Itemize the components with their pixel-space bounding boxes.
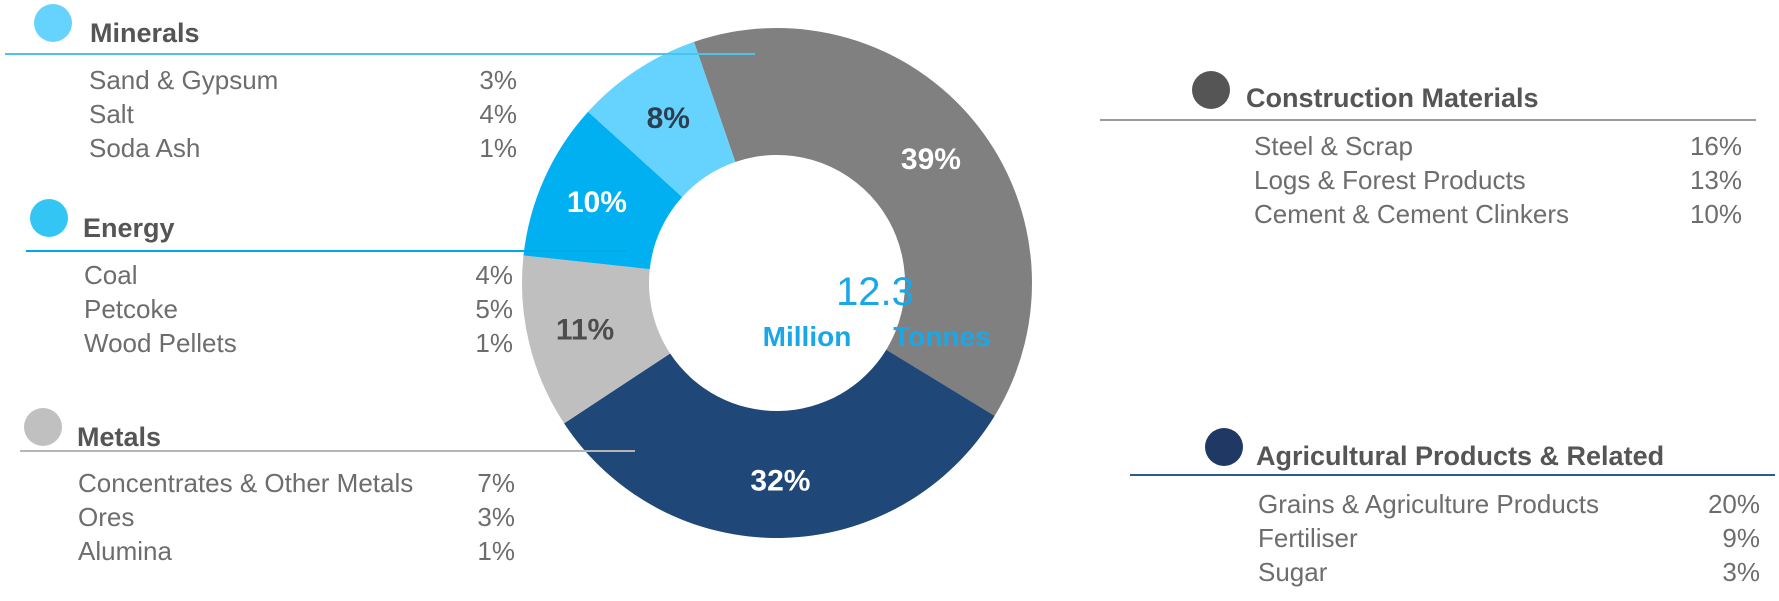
center-unit-tonnes: Tonnes xyxy=(893,321,990,352)
agricultural-dot-icon xyxy=(1205,428,1243,466)
legend-item-value: 1% xyxy=(475,328,513,358)
legend-item-value: 13% xyxy=(1689,165,1742,195)
legend-item-label: Sand & Gypsum xyxy=(89,65,279,95)
legend-item-value: 3% xyxy=(477,502,515,532)
legend-title-construction: Construction Materials xyxy=(1246,83,1539,113)
legend-rule-energy xyxy=(26,250,626,252)
legend-item-value: 20% xyxy=(1707,489,1760,519)
legend-rule-agricultural xyxy=(1130,474,1775,476)
donut-segment-labels: 39% 32% 11% 10% 8% xyxy=(556,102,961,497)
legend-item-label: Coal xyxy=(84,260,138,290)
legend-item-label: Fertiliser xyxy=(1258,523,1358,553)
donut-segments xyxy=(522,27,1032,539)
legend-item-value: 4% xyxy=(479,99,517,129)
metals-dot-icon xyxy=(24,408,62,446)
legend-item-minerals-1: Salt 4% xyxy=(89,99,517,133)
legend-title-metals: Metals xyxy=(77,422,162,452)
legend-item-label: Concentrates & Other Metals xyxy=(78,468,414,498)
legend-items-energy: Coal 4% Petcoke 5% Wood Pellets 1% xyxy=(84,260,513,362)
legend-item-construction-1: Logs & Forest Products 13% xyxy=(1254,165,1742,199)
legend-item-label: Alumina xyxy=(78,536,172,566)
legend-item-value: 3% xyxy=(1722,557,1760,587)
legend-rule-minerals xyxy=(5,53,755,55)
legend-items-minerals: Sand & Gypsum 3% Salt 4% Soda Ash 1% xyxy=(89,65,517,167)
legend-item-value: 10% xyxy=(1689,199,1742,229)
legend-item-label: Grains & Agriculture Products xyxy=(1258,489,1600,519)
legend-rule-metals xyxy=(20,450,635,452)
center-unit-million: Million xyxy=(763,321,852,352)
legend-item-energy-0: Coal 4% xyxy=(84,260,513,294)
donut-segment-label-3: 10% xyxy=(567,186,627,219)
legend-title-agricultural: Agricultural Products & Related xyxy=(1256,441,1665,471)
legend-item-value: 9% xyxy=(1722,523,1760,553)
legend-item-metals-2: Alumina 1% xyxy=(78,536,515,570)
legend-item-value: 4% xyxy=(475,260,513,290)
legend-item-label: Petcoke xyxy=(84,294,178,324)
legend-item-agricultural-0: Grains & Agriculture Products 20% xyxy=(1258,489,1760,523)
legend-item-label: Salt xyxy=(89,99,134,129)
donut-segment-1 xyxy=(564,349,995,539)
donut-segment-label-0: 39% xyxy=(901,143,961,176)
legend-item-label: Cement & Cement Clinkers xyxy=(1254,199,1569,229)
legend-item-metals-0: Concentrates & Other Metals 7% xyxy=(78,468,515,502)
legend-item-label: Sugar xyxy=(1258,557,1328,587)
legend-item-label: Wood Pellets xyxy=(84,328,237,358)
donut-segment-label-1: 32% xyxy=(750,464,810,497)
legend-item-energy-2: Wood Pellets 1% xyxy=(84,328,513,362)
legend-item-label: Steel & Scrap xyxy=(1254,131,1413,161)
legend-item-agricultural-1: Fertiliser 9% xyxy=(1258,523,1760,557)
legend-item-label: Soda Ash xyxy=(89,133,201,163)
legend-title-minerals: Minerals xyxy=(90,18,200,48)
legend-item-value: 16% xyxy=(1689,131,1742,161)
construction-dot-icon xyxy=(1192,71,1230,109)
legend-title-energy: Energy xyxy=(83,213,175,243)
donut-segment-label-2: 11% xyxy=(556,313,614,346)
energy-dot-icon xyxy=(30,199,68,237)
legend-item-label: Logs & Forest Products xyxy=(1254,165,1526,195)
legend-item-metals-1: Ores 3% xyxy=(78,502,515,536)
legend-item-construction-2: Cement & Cement Clinkers 10% xyxy=(1254,199,1742,233)
legend-item-minerals-2: Soda Ash 1% xyxy=(89,133,517,167)
legend-item-construction-0: Steel & Scrap 16% xyxy=(1254,131,1742,165)
donut-segment-0 xyxy=(693,27,1032,416)
donut-segment-3 xyxy=(523,111,683,270)
legend-item-value: 1% xyxy=(479,133,517,163)
legend-item-value: 3% xyxy=(479,65,517,95)
legend-item-energy-1: Petcoke 5% xyxy=(84,294,513,328)
legend-items-metals: Concentrates & Other Metals 7% Ores 3% Alumi… xyxy=(78,468,515,570)
donut-segment-label-4: 8% xyxy=(647,102,690,135)
legend-item-value: 1% xyxy=(477,536,515,566)
legend-items-agricultural: Grains & Agriculture Products 20% Fertilis… xyxy=(1258,489,1760,591)
donut-segment-2 xyxy=(522,255,671,424)
legend-item-minerals-0: Sand & Gypsum 3% xyxy=(89,65,517,99)
legend-rule-construction xyxy=(1100,119,1756,121)
legend-item-value: 5% xyxy=(475,294,513,324)
minerals-dot-icon xyxy=(34,4,72,42)
donut-segment-4 xyxy=(588,41,736,198)
legend-item-label: Ores xyxy=(78,502,135,532)
legend-item-value: 7% xyxy=(477,468,515,498)
center-value: 12.3 xyxy=(836,270,914,314)
legend-items-construction: Steel & Scrap 16% Logs & Forest Products 13… xyxy=(1254,131,1742,233)
legend-item-agricultural-2: Sugar 3% xyxy=(1258,557,1760,591)
